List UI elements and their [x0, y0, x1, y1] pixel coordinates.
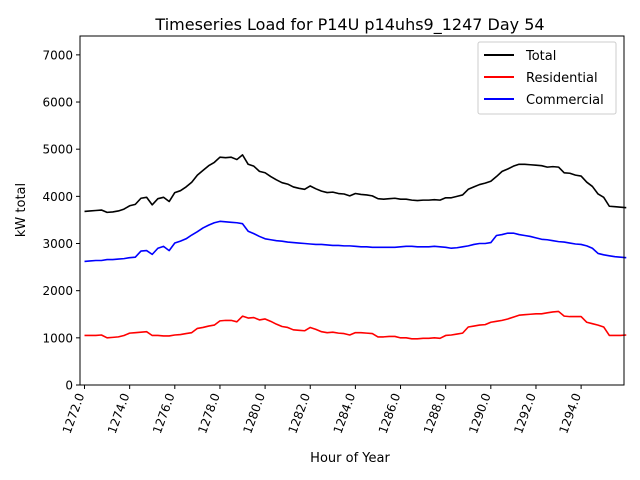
legend-box: [477, 41, 617, 115]
y-tick-label: 6000: [42, 96, 73, 110]
y-tick-label: 0: [65, 379, 73, 393]
series-layer: [84, 154, 627, 340]
legend-label-total: Total: [525, 49, 556, 64]
y-axis: 0 1000 2000 3000 4000 5000 6000 7000: [42, 48, 80, 393]
plot-frame: [79, 35, 625, 386]
x-axis-label: Hour of Year: [310, 451, 390, 466]
legend-label-residential: Residential: [526, 71, 598, 86]
y-tick-label: 4000: [42, 190, 73, 204]
y-tick-label: 3000: [42, 237, 73, 251]
y-tick-label: 2000: [42, 284, 73, 298]
y-tick-label: 5000: [42, 143, 73, 157]
chart-title: Timeseries Load for P14U p14uhs9_1247 Da…: [154, 15, 544, 35]
series-line-total: [84, 154, 627, 214]
series-line-residential: [84, 310, 627, 340]
series-line-commercial: [84, 220, 627, 263]
legend-label-commercial: Commercial: [526, 93, 604, 108]
legend: Total Residential Commercial: [477, 41, 617, 115]
y-tick-label: 7000: [42, 48, 73, 62]
y-axis-label: kW total: [14, 183, 29, 237]
y-tick-label: 1000: [42, 331, 73, 345]
